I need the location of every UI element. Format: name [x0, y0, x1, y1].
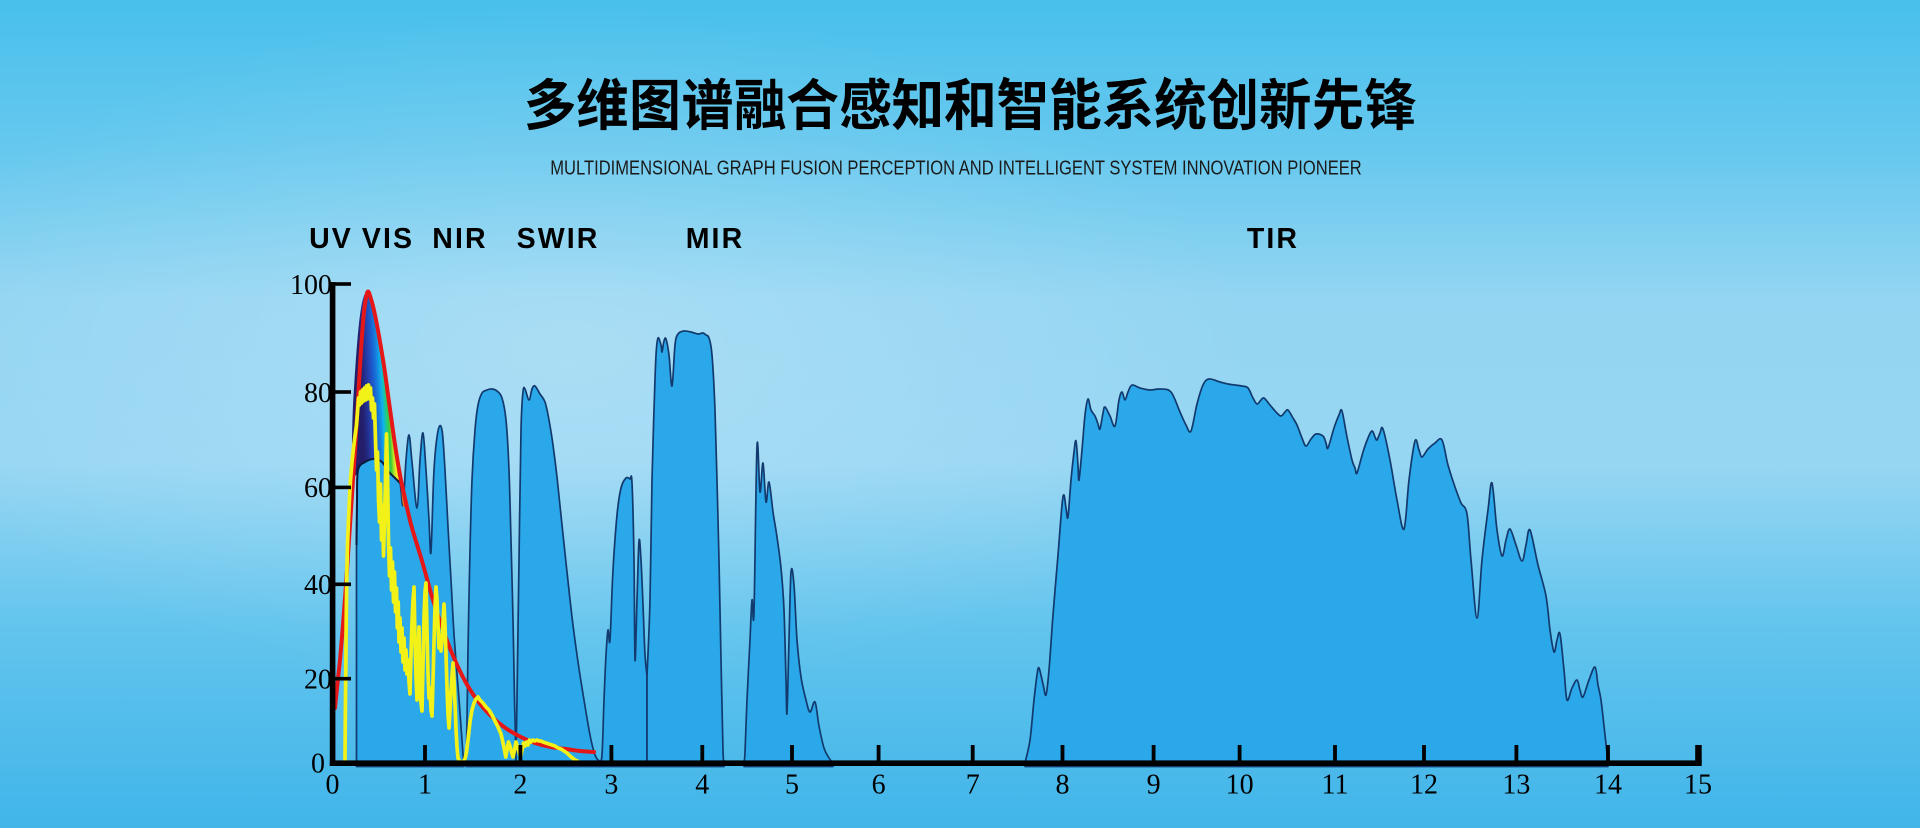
svg-text:6: 6 [872, 770, 886, 801]
svg-text:5: 5 [785, 770, 799, 801]
svg-text:UV: UV [309, 223, 353, 255]
svg-text:1: 1 [418, 770, 432, 801]
svg-text:MULTIDIMENSIONAL GRAPH FUSION: MULTIDIMENSIONAL GRAPH FUSION PERCEPTION… [550, 156, 1362, 179]
svg-text:0: 0 [311, 749, 325, 780]
svg-text:60: 60 [304, 473, 332, 504]
svg-text:15: 15 [1684, 770, 1712, 801]
svg-text:NIR: NIR [432, 223, 487, 255]
svg-text:12: 12 [1410, 770, 1438, 801]
svg-text:MIR: MIR [686, 223, 745, 255]
svg-text:80: 80 [304, 378, 332, 409]
svg-text:9: 9 [1147, 770, 1161, 801]
svg-text:3: 3 [604, 770, 618, 801]
svg-text:14: 14 [1594, 770, 1622, 801]
svg-text:4: 4 [695, 770, 709, 801]
svg-text:8: 8 [1056, 770, 1070, 801]
svg-text:20: 20 [304, 665, 332, 696]
svg-text:40: 40 [304, 570, 332, 601]
svg-text:2: 2 [513, 770, 527, 801]
svg-text:7: 7 [966, 770, 980, 801]
svg-text:13: 13 [1502, 770, 1530, 801]
svg-text:11: 11 [1322, 770, 1349, 801]
svg-text:100: 100 [290, 270, 332, 301]
svg-text:10: 10 [1226, 770, 1254, 801]
svg-text:SWIR: SWIR [517, 223, 600, 255]
svg-text:VIS: VIS [362, 223, 414, 255]
svg-text:TIR: TIR [1247, 223, 1299, 255]
svg-text:0: 0 [326, 770, 340, 801]
